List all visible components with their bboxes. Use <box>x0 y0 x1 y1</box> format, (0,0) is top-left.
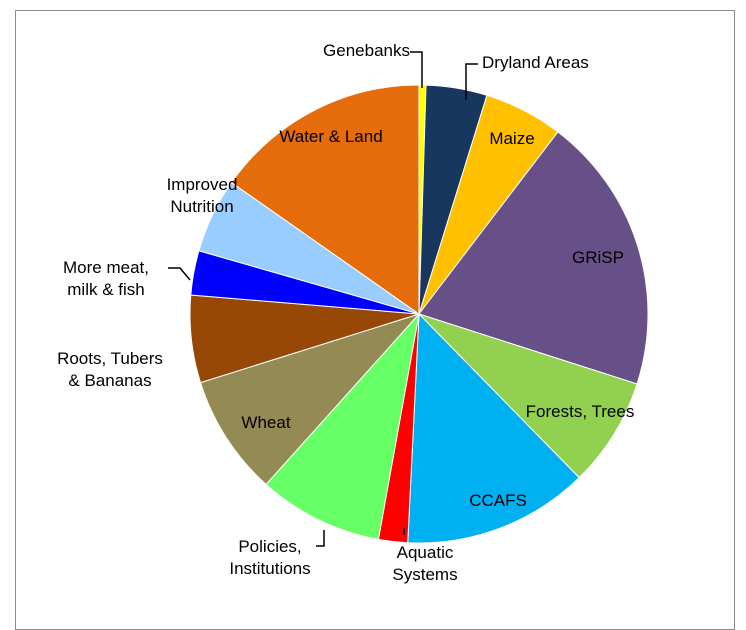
slice-label-improved-nutrition: Improved Nutrition <box>167 175 238 216</box>
slice-label-dryland-areas: Dryland Areas <box>482 53 589 72</box>
slice-label-water-land: Water & Land <box>279 127 382 146</box>
leader-line-genebanks <box>410 51 423 88</box>
pie-slice-wheat <box>199 312 421 486</box>
leader-line-policies-institutions <box>316 530 325 547</box>
slice-label-maize: Maize <box>489 129 534 148</box>
slice-label-aquatic-systems: Aquatic Systems <box>392 543 457 584</box>
pie-slice-ccafs <box>407 312 580 544</box>
pie-slice-water-land <box>230 84 420 315</box>
slice-label-genebanks: Genebanks <box>323 41 410 60</box>
slice-label-policies-institutions: Policies, Institutions <box>229 537 310 578</box>
slice-label-ccafs: CCAFS <box>469 491 527 510</box>
pie-slice-grisp <box>418 131 649 385</box>
leader-line-dryland-areas <box>465 63 478 100</box>
slice-label-roots-tubers-bananas: Roots, Tubers & Bananas <box>57 349 163 390</box>
slice-label-wheat: Wheat <box>241 413 290 432</box>
leader-line-more-meat-milk-fish <box>168 267 191 281</box>
slice-label-grisp: GRiSP <box>572 248 624 267</box>
slice-label-forests-trees: Forests, Trees <box>526 402 635 421</box>
slice-label-more-meat-milk-fish: More meat, milk & fish <box>63 258 149 299</box>
pie-slice-forests-trees <box>418 313 638 479</box>
pie-slice-policies-institutions <box>265 312 420 540</box>
